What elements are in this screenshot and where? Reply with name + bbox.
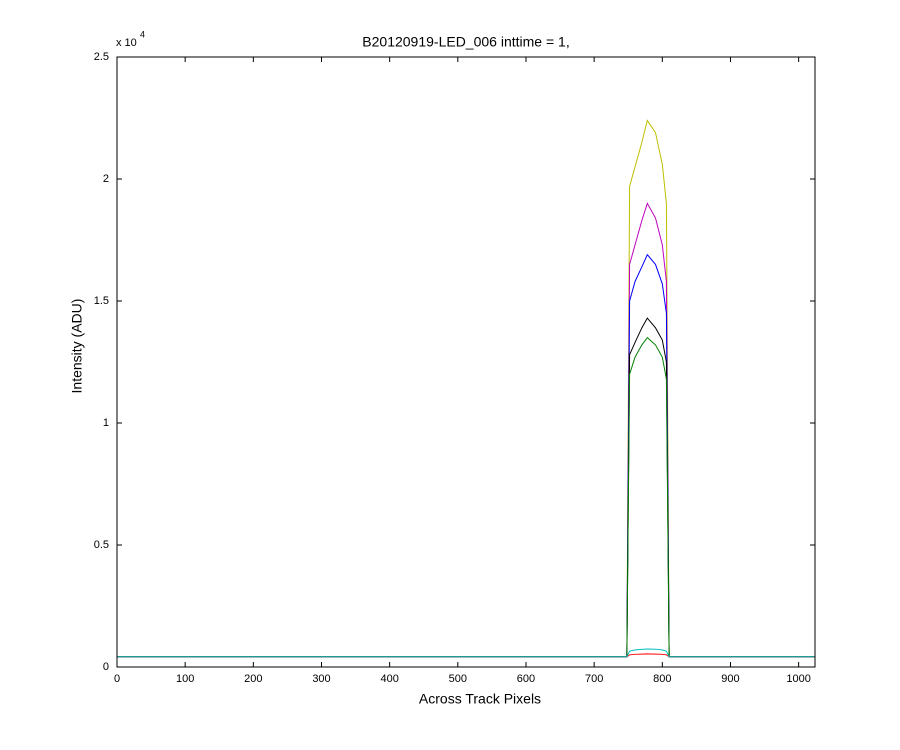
- x-tick-label: 600: [517, 673, 535, 685]
- x-tick-label: 200: [244, 673, 262, 685]
- x-tick-label: 500: [449, 673, 467, 685]
- y-tick-label: 0: [103, 661, 109, 673]
- x-tick-label: 800: [653, 673, 671, 685]
- x-tick-label: 0: [114, 673, 120, 685]
- y-tick-label: 1: [103, 417, 109, 429]
- x-tick-label: 100: [176, 673, 194, 685]
- y-tick-label: 0.5: [94, 539, 109, 551]
- y-exponent-label: x 10: [116, 37, 137, 49]
- x-tick-label: 300: [312, 673, 330, 685]
- y-tick-label: 2: [103, 173, 109, 185]
- series-line: [117, 648, 815, 658]
- x-tick-label: 900: [721, 673, 739, 685]
- y-axis-label: Intensity (ADU): [69, 299, 85, 394]
- plot-frame: [116, 56, 816, 668]
- x-axis-label: Across Track Pixels: [419, 691, 541, 707]
- chart-title: B20120919-LED_006 inttime = 1,: [362, 34, 569, 50]
- y-tick-label: 1.5: [94, 295, 109, 307]
- x-tick-label: 700: [585, 673, 603, 685]
- y-tick-label: 2.5: [94, 51, 109, 63]
- y-exponent: 4: [140, 29, 145, 39]
- x-tick-label: 1000: [786, 673, 810, 685]
- x-tick-label: 400: [380, 673, 398, 685]
